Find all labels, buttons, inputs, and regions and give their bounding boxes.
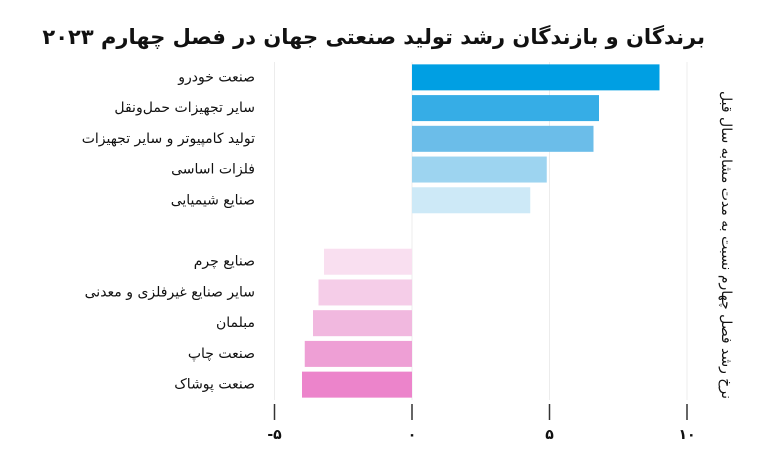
y-tick-label: تولید کامپیوتر و سایر تجهیزات xyxy=(82,131,255,147)
x-tick-label: -۵ xyxy=(267,427,282,443)
y-tick-label: صنعت چاپ xyxy=(188,346,255,362)
bar xyxy=(324,248,412,275)
chart-title: برندگان و بازندگان رشد تولید صنعتی جهان … xyxy=(42,24,705,49)
y-tick-label: مبلمان xyxy=(216,315,255,331)
bar xyxy=(412,125,594,152)
bar xyxy=(304,340,412,367)
y-tick-label: سایر صنایع غیرفلزی و معدنی xyxy=(85,284,255,300)
x-tick-label: ۱۰ xyxy=(678,427,695,443)
y-tick-label: صنعت پوشاک xyxy=(174,377,255,393)
bar xyxy=(412,156,547,183)
bar xyxy=(412,95,599,122)
bar xyxy=(313,310,412,337)
x-tick-label: ۰ xyxy=(408,427,417,443)
y-tick-label: صنایع چرم xyxy=(194,254,255,270)
y-tick-label: صنایع شیمیایی xyxy=(171,192,255,208)
bar xyxy=(318,279,412,306)
y-tick-label: صنعت خودرو xyxy=(177,69,255,85)
bar xyxy=(412,64,660,91)
y-tick-label: سایر تجهیزات حمل‌ونقل xyxy=(114,100,255,116)
x-tick-label: ۵ xyxy=(545,427,554,443)
y-tick-label: فلزات اساسی xyxy=(171,162,255,178)
y-axis-label: نرخ رشد فصل چهارم نسبت به مدت مشابه سال … xyxy=(718,91,734,399)
bar xyxy=(412,187,531,214)
bar xyxy=(302,371,412,398)
